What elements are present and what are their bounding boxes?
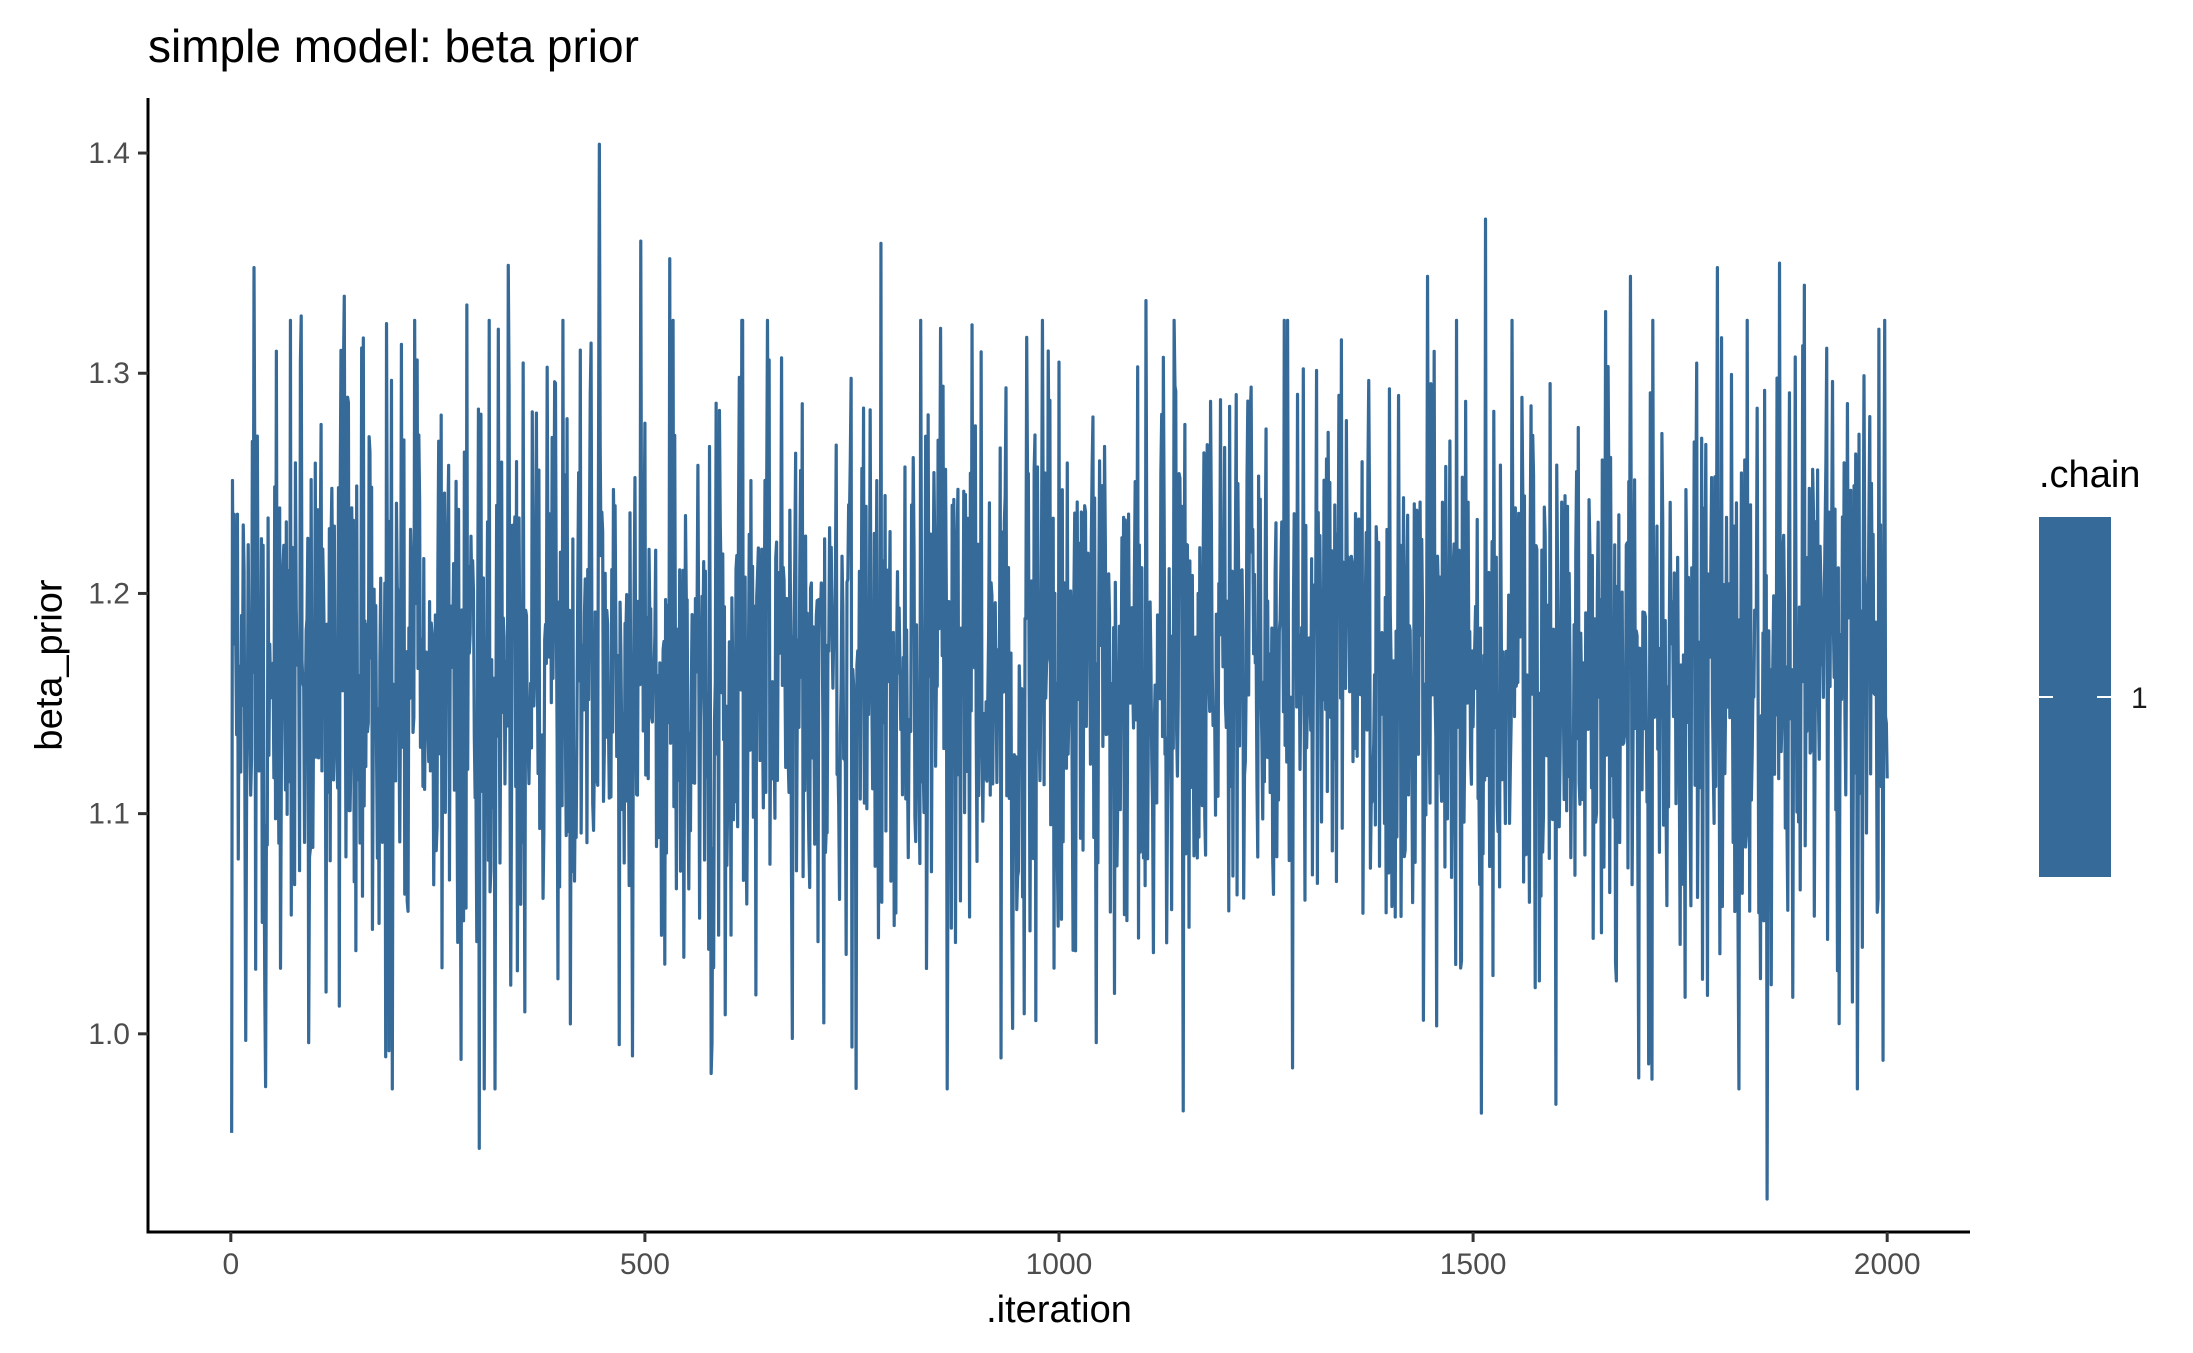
x-axis-title: .iteration — [986, 1289, 1132, 1331]
x-tick-label: 500 — [620, 1248, 670, 1281]
x-tick-label: 2000 — [1854, 1248, 1921, 1281]
trace-line-chain-1 — [230, 142, 1889, 1201]
y-axis-title: beta_prior — [28, 579, 70, 750]
y-axis-ticks: 1.0 1.1 1.2 1.3 1.4 — [88, 137, 148, 1051]
x-tick-label: 1500 — [1440, 1248, 1507, 1281]
x-tick-label: 1000 — [1026, 1248, 1093, 1281]
y-tick-label: 1.4 — [88, 137, 130, 170]
legend-label-1: 1 — [2131, 682, 2148, 715]
y-tick-label: 1.1 — [88, 798, 130, 831]
x-tick-label: 0 — [222, 1248, 239, 1281]
chart-title: simple model: beta prior — [148, 20, 639, 72]
legend-title: .chain — [2039, 454, 2140, 496]
y-tick-label: 1.3 — [88, 357, 130, 390]
legend: .chain 1 — [2039, 454, 2148, 877]
y-tick-label: 1.0 — [88, 1018, 130, 1051]
y-tick-label: 1.2 — [88, 577, 130, 610]
x-axis-ticks: 0 500 1000 1500 2000 — [222, 1232, 1921, 1281]
plot-area — [230, 142, 1889, 1201]
